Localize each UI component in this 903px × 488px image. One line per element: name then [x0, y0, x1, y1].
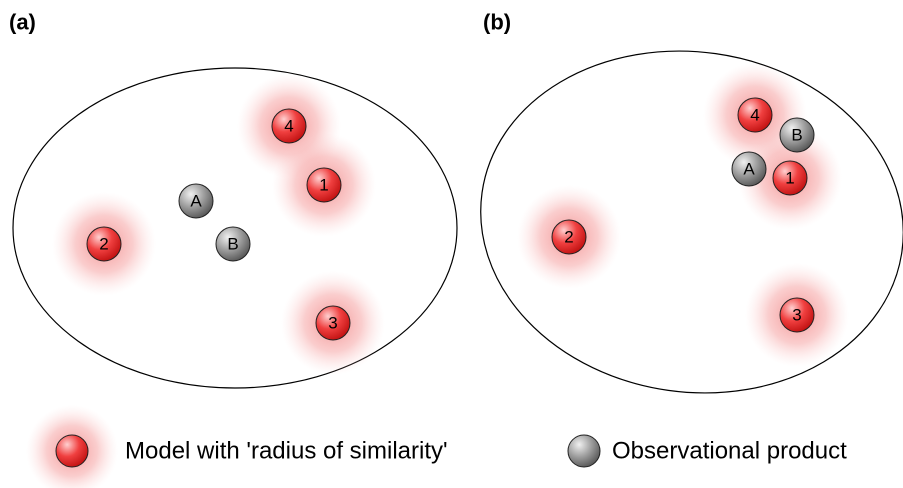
- node-label: A: [743, 160, 755, 179]
- model: [271, 108, 307, 144]
- node-label: B: [791, 126, 802, 145]
- node-label: 2: [564, 228, 573, 247]
- node-label: 2: [99, 235, 108, 254]
- node-label: 1: [319, 176, 328, 195]
- model: [772, 160, 808, 196]
- node-label: 4: [284, 117, 293, 136]
- model: [737, 97, 773, 133]
- node-label: 3: [328, 314, 337, 333]
- legend-text: Observational product: [612, 438, 847, 465]
- panel-label: (b): [483, 10, 511, 35]
- node-label: 3: [792, 306, 801, 325]
- legend-model: [55, 434, 89, 468]
- node-label: A: [190, 192, 202, 211]
- observation: [178, 183, 214, 219]
- observation: [215, 226, 251, 262]
- legend-obs: [567, 434, 601, 468]
- space: [12, 67, 458, 389]
- model: [306, 167, 342, 203]
- panel-label: (a): [9, 10, 36, 35]
- observation: [779, 117, 815, 153]
- model: [86, 226, 122, 262]
- node-label: 4: [750, 106, 759, 125]
- model: [779, 297, 815, 333]
- model: [315, 305, 351, 341]
- node-label: B: [227, 235, 238, 254]
- observation: [731, 151, 767, 187]
- space: [480, 50, 903, 394]
- legend-text: Model with 'radius of similarity': [125, 438, 448, 465]
- node-label: 1: [785, 169, 794, 188]
- model: [551, 219, 587, 255]
